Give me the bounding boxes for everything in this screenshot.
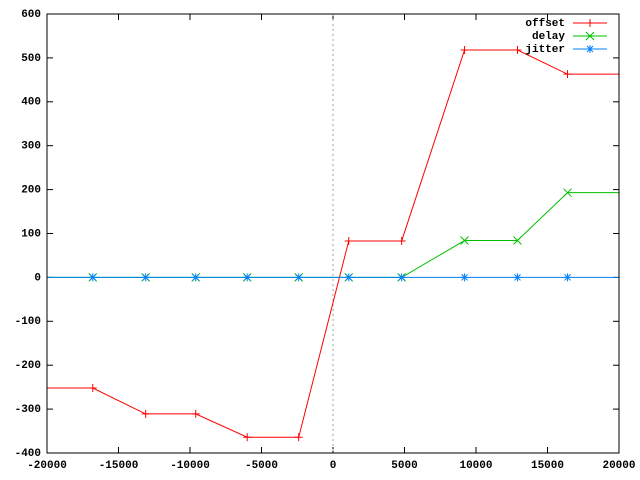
marker bbox=[88, 384, 97, 393]
x-tick-label: 20000 bbox=[602, 460, 635, 472]
x-tick-label: -10000 bbox=[170, 460, 210, 472]
y-tick-label: 0 bbox=[34, 272, 41, 284]
marker bbox=[344, 236, 353, 245]
plot-border bbox=[46, 13, 620, 454]
y-tick-label: 200 bbox=[21, 185, 41, 197]
x-tick-label: 5000 bbox=[391, 460, 417, 472]
y-tick-label: 500 bbox=[21, 53, 41, 65]
x-tick-label: -5000 bbox=[245, 460, 278, 472]
x-tick-label: 10000 bbox=[459, 460, 492, 472]
y-tick-label: -400 bbox=[15, 448, 41, 460]
marker bbox=[460, 45, 469, 54]
series-line bbox=[47, 49, 619, 438]
marker bbox=[243, 433, 252, 442]
marker bbox=[243, 273, 252, 282]
y-tick-label: -200 bbox=[15, 360, 41, 372]
legend-label: delay bbox=[532, 31, 565, 43]
marker bbox=[460, 236, 469, 245]
legend-label: jitter bbox=[525, 44, 565, 56]
y-tick-label: 400 bbox=[21, 97, 41, 109]
x-tick-label: -15000 bbox=[99, 460, 139, 472]
marker bbox=[141, 409, 150, 418]
marker bbox=[88, 273, 97, 282]
marker bbox=[513, 45, 522, 54]
y-tick-label: 600 bbox=[21, 9, 41, 21]
marker bbox=[191, 409, 200, 418]
x-tick-label: 15000 bbox=[531, 460, 564, 472]
marker bbox=[397, 236, 406, 245]
x-tick-label: -20000 bbox=[27, 460, 67, 472]
marker bbox=[513, 236, 522, 245]
marker bbox=[344, 273, 353, 282]
marker bbox=[141, 273, 150, 282]
marker bbox=[191, 273, 200, 282]
marker bbox=[563, 188, 572, 198]
marker bbox=[563, 273, 572, 282]
plot-area bbox=[47, 45, 619, 442]
legend-marker bbox=[586, 19, 594, 27]
y-tick-label: -100 bbox=[15, 316, 41, 328]
marker bbox=[294, 273, 303, 282]
marker bbox=[294, 433, 303, 442]
marker bbox=[460, 273, 469, 282]
y-tick-label: 100 bbox=[21, 228, 41, 240]
legend-label: offset bbox=[525, 18, 565, 30]
marker bbox=[513, 273, 522, 282]
marker bbox=[563, 70, 572, 79]
legend-marker bbox=[586, 45, 594, 53]
y-tick-label: 300 bbox=[21, 141, 41, 153]
y-tick-label: -300 bbox=[15, 404, 41, 416]
legend-marker bbox=[585, 31, 595, 41]
marker bbox=[397, 273, 406, 282]
x-tick-label: 0 bbox=[330, 460, 337, 472]
